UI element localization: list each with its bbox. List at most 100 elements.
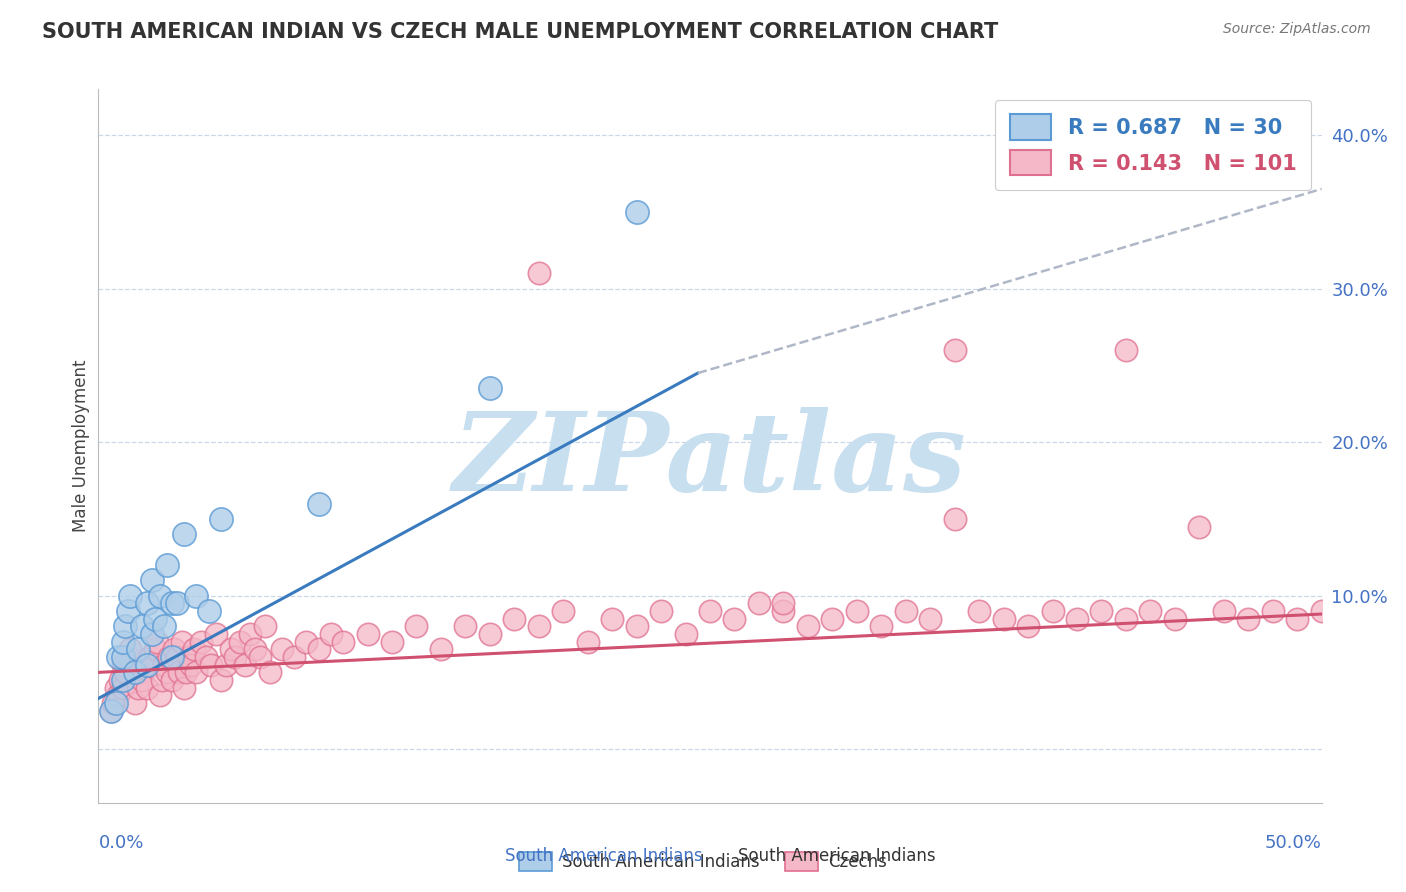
Point bbox=[527, 619, 550, 633]
Point bbox=[111, 673, 134, 687]
Point bbox=[100, 704, 122, 718]
Point bbox=[205, 627, 228, 641]
Point bbox=[131, 619, 153, 633]
Point bbox=[503, 612, 526, 626]
Point bbox=[319, 627, 342, 641]
Point bbox=[186, 665, 208, 680]
Point bbox=[356, 627, 378, 641]
Point bbox=[107, 689, 129, 703]
Point bbox=[127, 642, 149, 657]
Point bbox=[308, 642, 330, 657]
Point bbox=[117, 604, 139, 618]
Y-axis label: Male Unemployment: Male Unemployment bbox=[72, 359, 90, 533]
Point bbox=[748, 596, 770, 610]
Point bbox=[723, 612, 745, 626]
Point bbox=[186, 589, 208, 603]
Point bbox=[233, 657, 256, 672]
Point bbox=[381, 634, 404, 648]
Point bbox=[1286, 612, 1309, 626]
Point bbox=[1139, 604, 1161, 618]
Text: 0.0%: 0.0% bbox=[98, 834, 143, 852]
Point bbox=[166, 650, 188, 665]
Point bbox=[239, 627, 262, 641]
Legend: South American Indians, Czechs: South American Indians, Czechs bbox=[512, 845, 894, 878]
Point bbox=[308, 497, 330, 511]
Point bbox=[527, 266, 550, 280]
Text: SOUTH AMERICAN INDIAN VS CZECH MALE UNEMPLOYMENT CORRELATION CHART: SOUTH AMERICAN INDIAN VS CZECH MALE UNEM… bbox=[42, 22, 998, 42]
Point bbox=[209, 673, 232, 687]
Point bbox=[650, 604, 672, 618]
Point bbox=[219, 642, 242, 657]
Point bbox=[454, 619, 477, 633]
Point bbox=[1261, 604, 1284, 618]
Text: Source: ZipAtlas.com: Source: ZipAtlas.com bbox=[1223, 22, 1371, 37]
Point bbox=[104, 696, 127, 710]
Point bbox=[111, 657, 134, 672]
Point bbox=[1310, 604, 1333, 618]
Point bbox=[943, 343, 966, 357]
Point bbox=[167, 665, 190, 680]
Point bbox=[478, 381, 501, 395]
Point bbox=[894, 604, 917, 618]
Legend: R = 0.687   N = 30, R = 0.143   N = 101: R = 0.687 N = 30, R = 0.143 N = 101 bbox=[995, 100, 1312, 190]
Point bbox=[156, 665, 179, 680]
Point bbox=[129, 665, 152, 680]
Point bbox=[180, 657, 202, 672]
Point bbox=[797, 619, 820, 633]
Point bbox=[295, 634, 318, 648]
Point bbox=[143, 642, 166, 657]
Point bbox=[143, 612, 166, 626]
Point bbox=[149, 589, 172, 603]
Point bbox=[1066, 612, 1088, 626]
Point bbox=[249, 650, 271, 665]
Point bbox=[111, 634, 134, 648]
Point bbox=[332, 634, 354, 648]
Point bbox=[131, 673, 153, 687]
Point bbox=[229, 634, 252, 648]
Point bbox=[200, 657, 222, 672]
Point bbox=[920, 612, 942, 626]
Point bbox=[772, 596, 794, 610]
Text: 50.0%: 50.0% bbox=[1265, 834, 1322, 852]
Point bbox=[149, 689, 172, 703]
Point bbox=[166, 596, 188, 610]
Point bbox=[1042, 604, 1064, 618]
Text: South American Indians: South American Indians bbox=[505, 847, 703, 865]
Point bbox=[141, 574, 163, 588]
Point bbox=[943, 512, 966, 526]
Point bbox=[127, 681, 149, 695]
Text: South American Indians: South American Indians bbox=[738, 847, 936, 865]
Point bbox=[173, 527, 195, 541]
Point bbox=[576, 634, 599, 648]
Point bbox=[177, 650, 200, 665]
Point bbox=[111, 681, 134, 695]
Point bbox=[176, 665, 198, 680]
Point bbox=[478, 627, 501, 641]
Point bbox=[1237, 612, 1260, 626]
Point bbox=[124, 665, 146, 680]
Point bbox=[553, 604, 575, 618]
Point bbox=[270, 642, 294, 657]
Point bbox=[1115, 343, 1137, 357]
Point bbox=[197, 604, 219, 618]
Point bbox=[209, 512, 232, 526]
Point bbox=[626, 205, 648, 219]
Point bbox=[104, 681, 127, 695]
Point bbox=[190, 634, 212, 648]
Point bbox=[675, 627, 697, 641]
Point bbox=[117, 650, 139, 665]
Point bbox=[156, 558, 179, 572]
Point bbox=[821, 612, 844, 626]
Point bbox=[153, 619, 176, 633]
Point bbox=[146, 634, 169, 648]
Point bbox=[107, 650, 129, 665]
Point bbox=[120, 642, 142, 657]
Point bbox=[141, 627, 163, 641]
Point bbox=[136, 657, 159, 672]
Point bbox=[114, 619, 136, 633]
Point bbox=[110, 673, 132, 687]
Point bbox=[170, 634, 193, 648]
Point bbox=[600, 612, 623, 626]
Point bbox=[111, 650, 134, 665]
Point bbox=[134, 657, 156, 672]
